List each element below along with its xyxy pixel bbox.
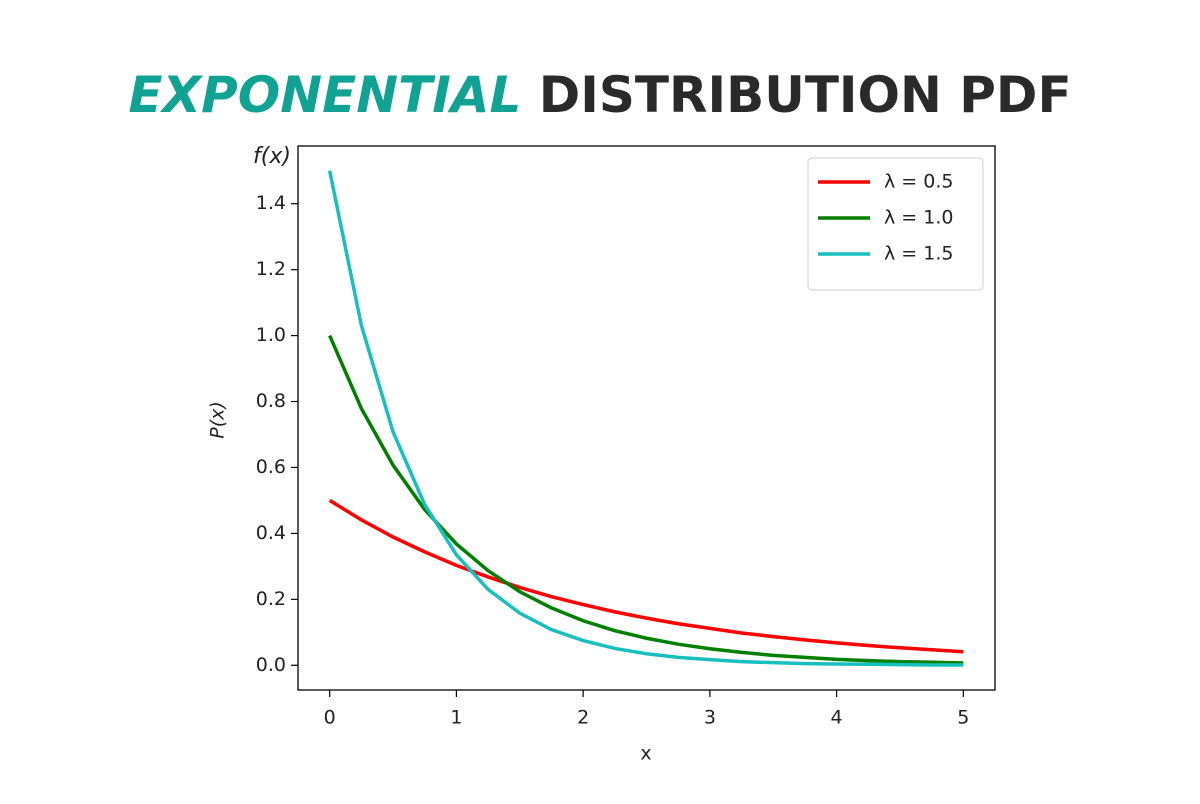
y-tick-label: 0.4 xyxy=(256,522,286,544)
title-highlight: EXPONENTIAL xyxy=(128,66,521,124)
x-tick-label: 5 xyxy=(957,707,969,729)
y-tick-label: 1.0 xyxy=(256,324,286,346)
x-tick-label: 4 xyxy=(831,707,843,729)
line-series xyxy=(327,170,964,667)
legend-label: λ = 1.0 xyxy=(884,207,953,229)
legend-box xyxy=(807,157,984,291)
x-axis-label: x xyxy=(640,743,651,765)
y-tick-label: 1.2 xyxy=(256,258,286,280)
y-tick-label: 0.6 xyxy=(256,456,286,478)
x-tick-label: 3 xyxy=(704,707,716,729)
x-tick-label: 0 xyxy=(324,707,336,729)
y-tick-label: 0.8 xyxy=(256,390,286,412)
plot-frame xyxy=(297,145,996,691)
x-tick-label: 2 xyxy=(577,707,589,729)
chart-title: EXPONENTIAL DISTRIBUTION PDF xyxy=(128,66,1071,124)
legend: λ = 0.5 λ = 1.0 λ = 1.5 xyxy=(807,157,984,291)
y-tick-label: 1.4 xyxy=(256,192,286,214)
y-axis-label: P(x) xyxy=(207,401,229,439)
legend-label: λ = 1.5 xyxy=(884,243,953,265)
legend-label: λ = 0.5 xyxy=(884,171,953,193)
line-series xyxy=(328,334,964,665)
x-tick-label: 1 xyxy=(450,707,462,729)
annotation: f(x) xyxy=(253,144,291,169)
y-tick-label: 0.2 xyxy=(256,588,286,610)
y-tick-label: 0.0 xyxy=(256,654,286,676)
title-rest: DISTRIBUTION PDF xyxy=(539,66,1072,124)
line-series xyxy=(328,498,964,654)
